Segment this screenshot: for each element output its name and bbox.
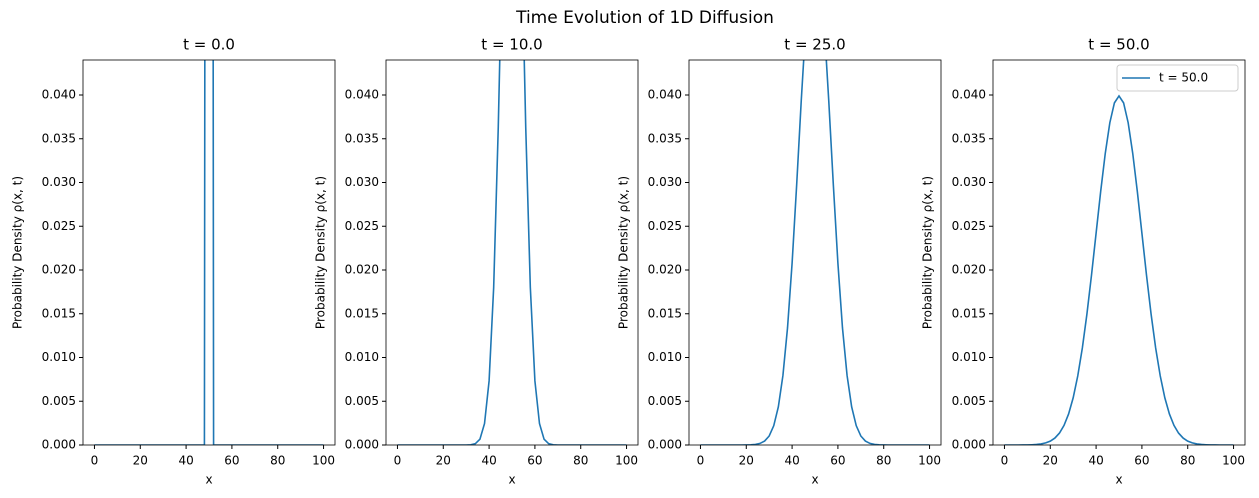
axes-frame xyxy=(385,59,639,446)
x-axis-label: x xyxy=(508,473,515,487)
x-tick-label: 100 xyxy=(1222,454,1245,468)
x-tick-label: 60 xyxy=(224,454,239,468)
y-tick-label: 0.025 xyxy=(345,219,379,233)
x-axis-label: x xyxy=(811,473,818,487)
y-tick-label: 0.000 xyxy=(648,438,682,452)
x-tick-label: 80 xyxy=(573,454,588,468)
axes-frame xyxy=(82,59,336,446)
y-tick-label: 0.035 xyxy=(42,131,76,145)
legend-label: t = 50.0 xyxy=(1159,71,1208,85)
y-tick-label: 0.040 xyxy=(42,88,76,102)
x-tick-label: 80 xyxy=(270,454,285,468)
subplot-title: t = 25.0 xyxy=(784,36,845,54)
x-tick-label: 100 xyxy=(312,454,335,468)
x-tick-label: 100 xyxy=(918,454,941,468)
x-tick-label: 0 xyxy=(1001,454,1009,468)
subplot-title: t = 0.0 xyxy=(183,36,235,54)
x-tick-label: 40 xyxy=(481,454,496,468)
x-tick-label: 0 xyxy=(394,454,402,468)
x-tick-label: 20 xyxy=(133,454,148,468)
y-tick-label: 0.040 xyxy=(648,88,682,102)
y-tick-label: 0.015 xyxy=(648,306,682,320)
x-tick-label: 40 xyxy=(1088,454,1103,468)
y-tick-label: 0.010 xyxy=(42,350,76,364)
y-tick-label: 0.030 xyxy=(952,175,986,189)
x-tick-label: 20 xyxy=(1043,454,1058,468)
y-tick-label: 0.025 xyxy=(648,219,682,233)
y-tick-label: 0.005 xyxy=(648,394,682,408)
y-tick-label: 0.025 xyxy=(952,219,986,233)
y-tick-label: 0.000 xyxy=(345,438,379,452)
x-tick-label: 60 xyxy=(527,454,542,468)
subplot-title: t = 50.0 xyxy=(1088,36,1149,54)
x-tick-label: 20 xyxy=(739,454,754,468)
y-tick-label: 0.015 xyxy=(952,306,986,320)
x-tick-label: 40 xyxy=(784,454,799,468)
x-tick-label: 80 xyxy=(876,454,891,468)
y-tick-label: 0.030 xyxy=(345,175,379,189)
density-line xyxy=(700,60,930,445)
y-tick-label: 0.035 xyxy=(952,131,986,145)
axes-frame xyxy=(992,59,1246,446)
y-tick-label: 0.000 xyxy=(42,438,76,452)
x-tick-label: 40 xyxy=(178,454,193,468)
y-tick-label: 0.010 xyxy=(648,350,682,364)
figure-title: Time Evolution of 1D Diffusion xyxy=(515,8,774,28)
x-tick-label: 0 xyxy=(91,454,99,468)
density-line xyxy=(94,60,324,445)
x-tick-label: 60 xyxy=(1134,454,1149,468)
y-tick-label: 0.005 xyxy=(42,394,76,408)
y-tick-label: 0.010 xyxy=(952,350,986,364)
y-tick-label: 0.000 xyxy=(952,438,986,452)
y-tick-label: 0.020 xyxy=(42,263,76,277)
x-tick-label: 80 xyxy=(1180,454,1195,468)
x-tick-label: 60 xyxy=(830,454,845,468)
y-axis-label: Probability Density ρ(x, t) xyxy=(617,176,631,329)
legend-box xyxy=(1116,64,1239,92)
y-tick-label: 0.010 xyxy=(345,350,379,364)
y-axis-label: Probability Density ρ(x, t) xyxy=(921,176,935,329)
x-tick-label: 100 xyxy=(615,454,638,468)
y-tick-label: 0.040 xyxy=(952,88,986,102)
y-axis-label: Probability Density ρ(x, t) xyxy=(314,176,328,329)
x-tick-label: 0 xyxy=(697,454,705,468)
y-tick-label: 0.015 xyxy=(42,306,76,320)
x-axis-label: x xyxy=(205,473,212,487)
y-tick-label: 0.005 xyxy=(952,394,986,408)
y-tick-label: 0.020 xyxy=(345,263,379,277)
y-tick-label: 0.030 xyxy=(42,175,76,189)
y-tick-label: 0.005 xyxy=(345,394,379,408)
density-line xyxy=(1004,94,1234,445)
y-tick-label: 0.025 xyxy=(42,219,76,233)
y-tick-label: 0.030 xyxy=(648,175,682,189)
subplot-title: t = 10.0 xyxy=(481,36,542,54)
y-tick-label: 0.040 xyxy=(345,88,379,102)
y-axis-label: Probability Density ρ(x, t) xyxy=(11,176,25,329)
x-tick-label: 20 xyxy=(436,454,451,468)
y-tick-label: 0.020 xyxy=(648,263,682,277)
density-line xyxy=(397,60,627,445)
axes-frame xyxy=(688,59,942,446)
y-tick-label: 0.015 xyxy=(345,306,379,320)
y-tick-label: 0.035 xyxy=(345,131,379,145)
y-tick-label: 0.020 xyxy=(952,263,986,277)
y-tick-label: 0.035 xyxy=(648,131,682,145)
x-axis-label: x xyxy=(1115,473,1122,487)
